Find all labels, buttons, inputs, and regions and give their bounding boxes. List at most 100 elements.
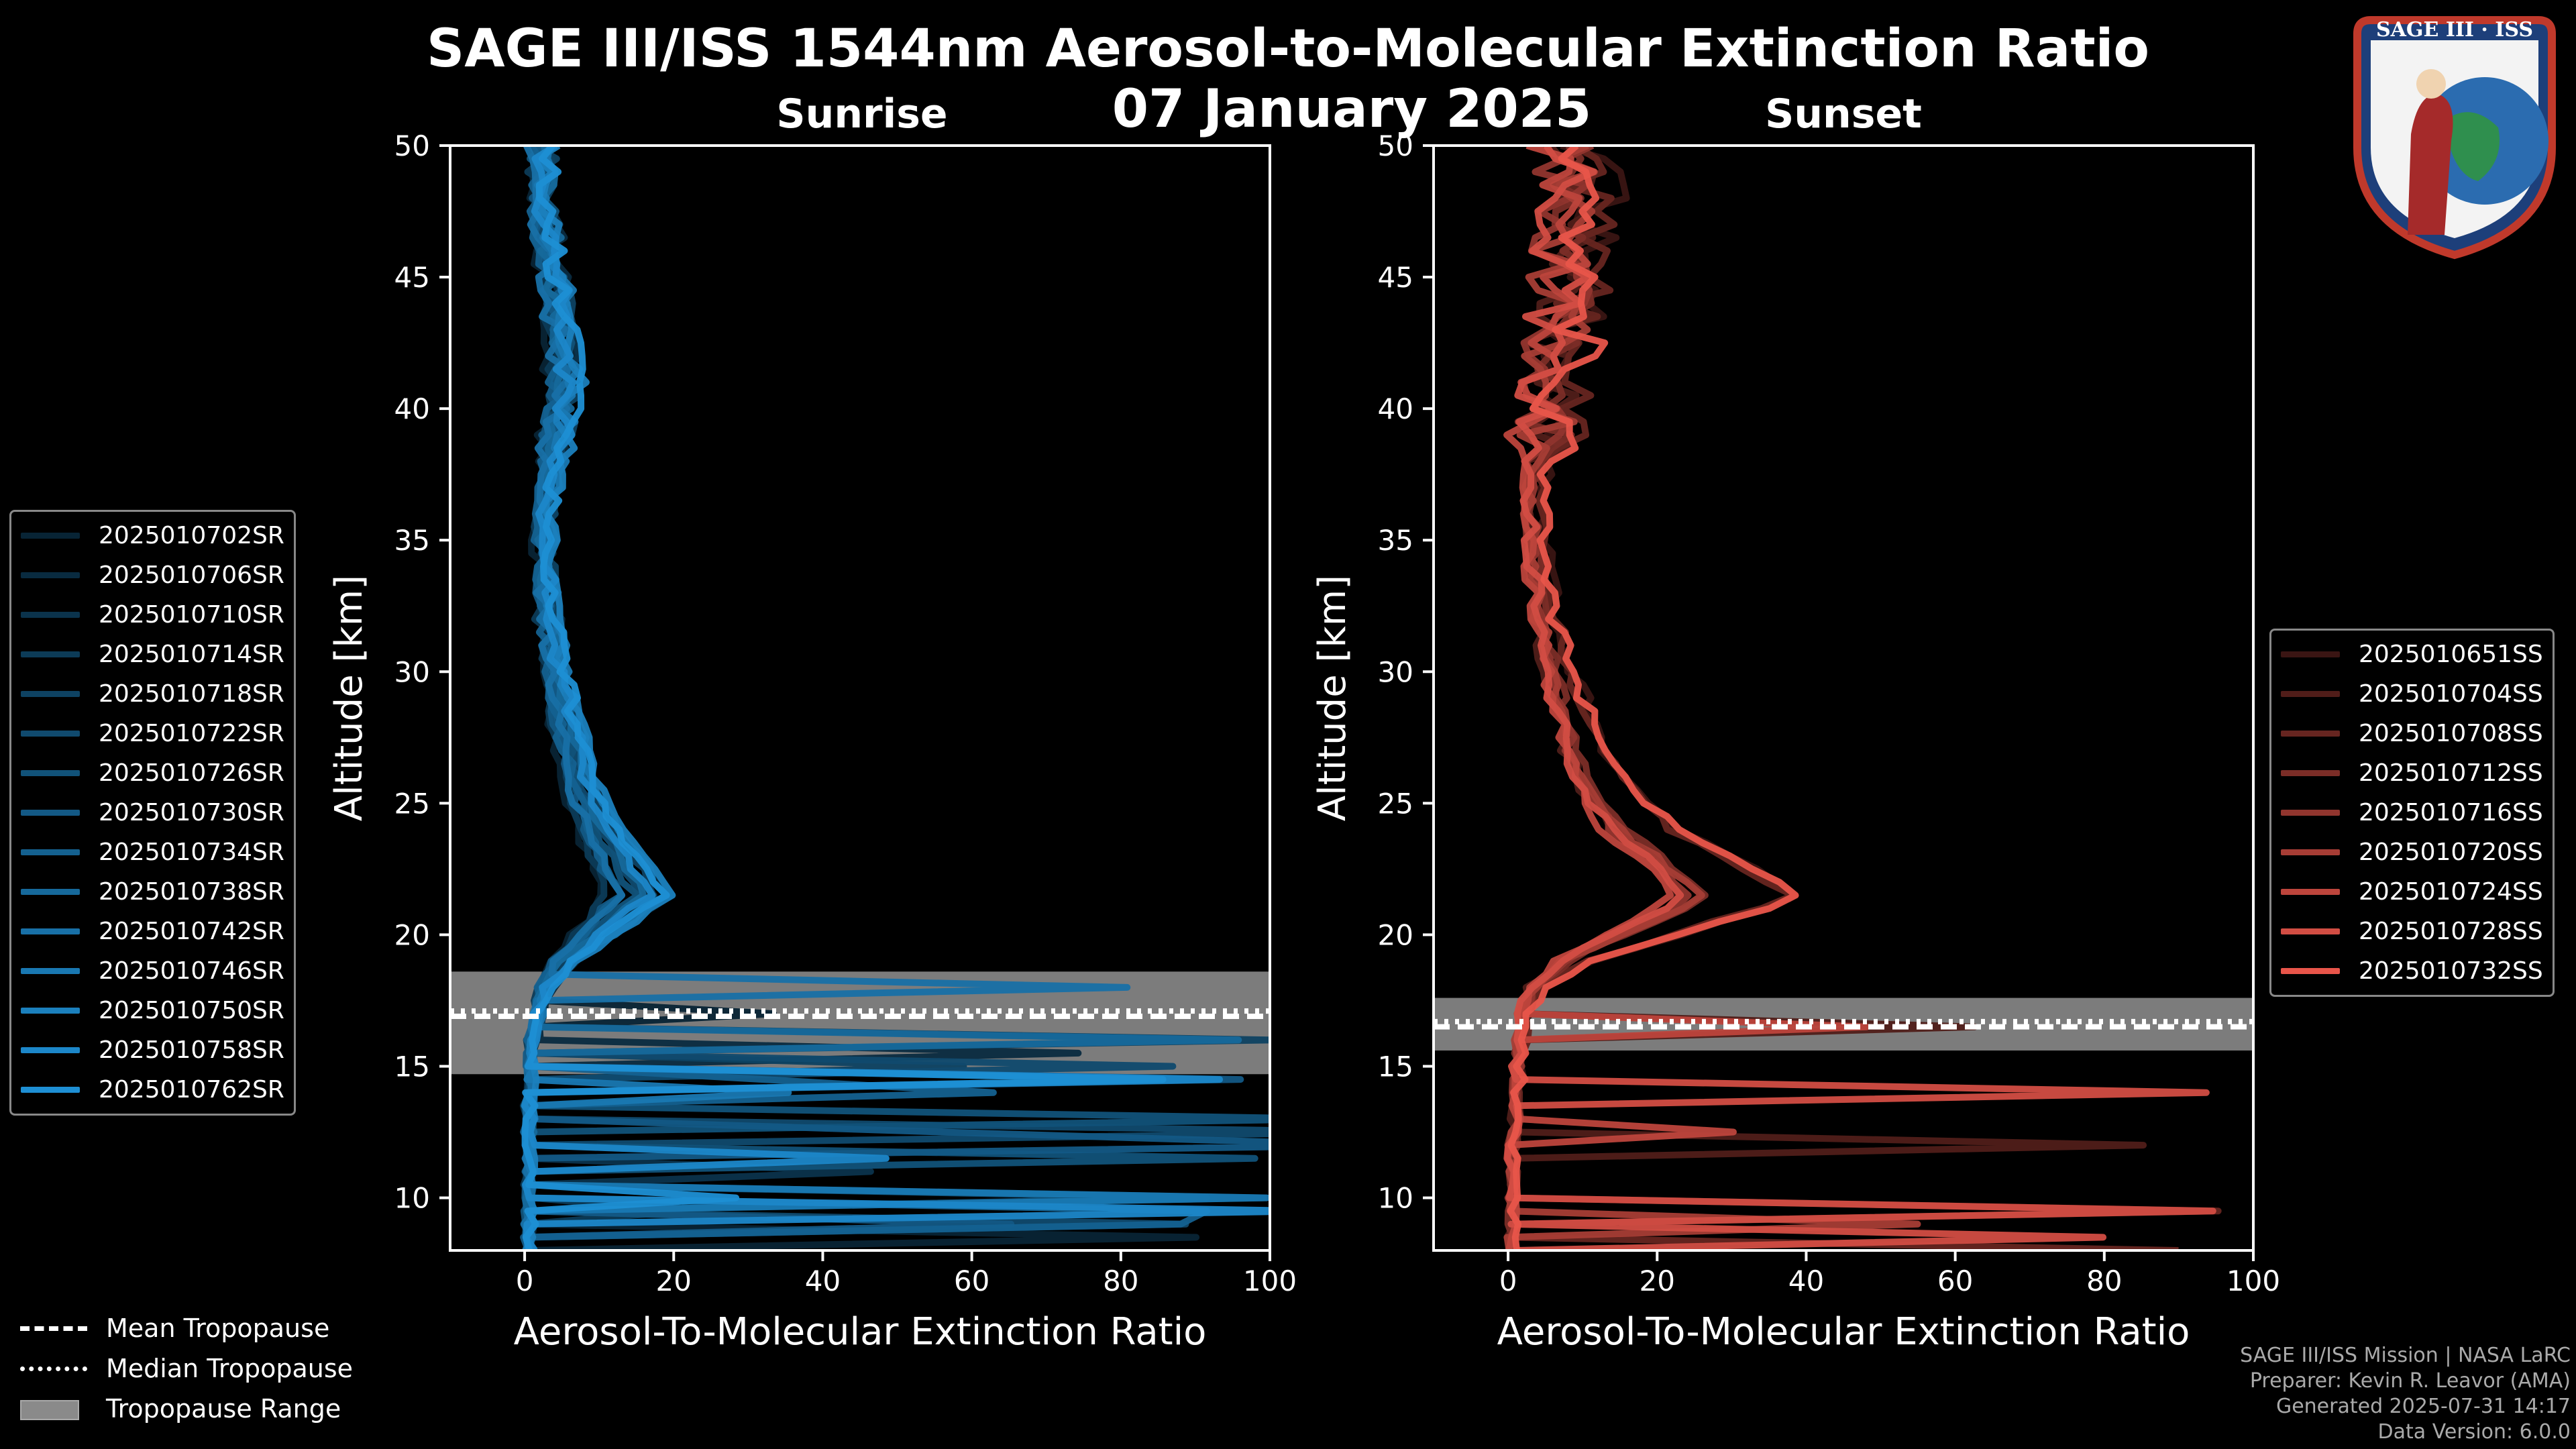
legend-swatch — [2281, 849, 2340, 855]
x-axis-label: Aerosol-To-Molecular Extinction Ratio — [1497, 1310, 2190, 1354]
legend-swatch — [21, 612, 80, 618]
legend-item: 2025010714SR — [21, 635, 284, 674]
sunrise-legend: 2025010702SR 2025010706SR 2025010710SR 2025… — [9, 510, 296, 1116]
legend-label: 2025010720SS — [2359, 839, 2543, 866]
legend-swatch — [2281, 928, 2340, 934]
legend-swatch — [2281, 651, 2340, 657]
chart-date: 07 January 2025 — [1112, 79, 1592, 140]
panel-subtitle: Sunset — [1765, 91, 1922, 138]
legend-tropopause-range-label: Tropopause Range — [106, 1394, 341, 1424]
legend-swatch — [21, 572, 80, 578]
legend-label: 2025010762SR — [99, 1076, 284, 1104]
x-tick-label: 40 — [1788, 1265, 1824, 1297]
legend-label: 2025010750SR — [99, 997, 284, 1024]
legend-label: 2025010716SS — [2359, 799, 2543, 826]
y-tick-label: 15 — [394, 1051, 430, 1083]
x-tick-label: 100 — [2226, 1265, 2280, 1297]
x-tick-label: 80 — [1103, 1265, 1138, 1297]
y-tick-label: 40 — [1378, 392, 1413, 425]
legend-item: 2025010702SR — [21, 516, 284, 555]
legend-swatch — [21, 810, 80, 816]
y-tick-label: 45 — [394, 261, 430, 294]
legend-label: 2025010651SS — [2359, 641, 2543, 668]
sunrise-panel: Sunrise 0 20 40 60 80 100 10 15 20 25 30 35 40 45 50 Aer… — [327, 91, 1297, 1354]
legend-swatch — [21, 731, 80, 737]
legend-item: 2025010716SS — [2281, 793, 2543, 833]
legend-label: 2025010734SR — [99, 839, 284, 866]
legend-swatch — [2281, 731, 2340, 737]
y-tick-label: 10 — [1378, 1182, 1413, 1215]
chart-title: SAGE III/ISS 1544nm Aerosol-to-Molecular… — [427, 19, 2149, 79]
plot-frame — [449, 144, 1271, 1252]
legend-label: 2025010724SS — [2359, 878, 2543, 906]
legend-label: 2025010710SR — [99, 601, 284, 629]
y-tick-label: 30 — [1378, 655, 1413, 688]
legend-item: 2025010704SS — [2281, 674, 2543, 714]
legend-label: 2025010722SR — [99, 720, 284, 747]
legend-item: 2025010720SS — [2281, 833, 2543, 872]
legend-label: 2025010732SS — [2359, 957, 2543, 985]
legend-item: 2025010762SR — [21, 1070, 284, 1110]
legend-item: 2025010712SS — [2281, 753, 2543, 793]
plot-frame — [1432, 144, 2255, 1252]
legend-item: 2025010728SS — [2281, 912, 2543, 951]
legend-label: 2025010714SR — [99, 641, 284, 668]
legend-swatch — [21, 849, 80, 855]
y-axis-label: Altitude [km] — [327, 575, 371, 821]
x-tick-label: 20 — [656, 1265, 692, 1297]
legend-item: 2025010758SR — [21, 1030, 284, 1070]
y-axis-label: Altitude [km] — [1311, 575, 1354, 821]
legend-swatch — [21, 1047, 80, 1053]
legend-swatch — [2281, 968, 2340, 974]
profile-line — [1504, 146, 2216, 1250]
legend-item: 2025010730SR — [21, 793, 284, 833]
sunset-legend: 2025010651SS 2025010704SS 2025010708SS 2025… — [2269, 629, 2555, 997]
profile-line — [521, 146, 1167, 1250]
legend-item: 2025010742SR — [21, 912, 284, 951]
plot-area — [1434, 146, 2253, 1250]
y-tick-label: 50 — [1378, 129, 1413, 162]
y-tick-label: 20 — [394, 918, 430, 951]
legend-mean-tropopause: Mean Tropopause — [20, 1308, 353, 1348]
footer-credits: SAGE III/ISS Mission | NASA LaRC Prepare… — [2240, 1343, 2571, 1445]
legend-label: 2025010718SR — [99, 680, 284, 708]
legend-swatch — [21, 691, 80, 697]
y-tick-label: 10 — [394, 1182, 430, 1215]
x-tick-label: 60 — [1937, 1265, 1973, 1297]
plot-area — [450, 146, 1270, 1250]
footer-generated: Generated 2025-07-31 14:17 — [2275, 1395, 2571, 1418]
legend-label: 2025010742SR — [99, 918, 284, 945]
legend-item: 2025010708SS — [2281, 714, 2543, 753]
legend-item: 2025010724SS — [2281, 872, 2543, 912]
sage-iss-logo: SAGE III · ISS — [2353, 16, 2556, 260]
profile-line — [1507, 146, 1799, 1250]
legend-item: 2025010706SR — [21, 555, 284, 595]
legend-swatch — [2281, 889, 2340, 895]
y-tick-label: 20 — [1378, 918, 1413, 951]
y-tick-label: 30 — [394, 655, 430, 688]
legend-item: 2025010750SR — [21, 991, 284, 1030]
legend-swatch — [21, 1087, 80, 1093]
x-tick-label: 0 — [516, 1265, 534, 1297]
logo-text: SAGE III · ISS — [2376, 18, 2533, 42]
legend-label: 2025010706SR — [99, 561, 284, 589]
legend-label: 2025010712SS — [2359, 759, 2543, 787]
legend-item: 2025010710SR — [21, 595, 284, 635]
legend-swatch — [2281, 770, 2340, 776]
legend-label: 2025010730SR — [99, 799, 284, 826]
legend-swatch — [21, 770, 80, 776]
x-tick-label: 20 — [1640, 1265, 1675, 1297]
footer-mission: SAGE III/ISS Mission | NASA LaRC — [2240, 1344, 2571, 1367]
sunset-panel: Sunset 0 20 40 60 80 100 10 15 20 25 30 35 40 45 50 Aero… — [1311, 91, 2280, 1354]
legend-item: 2025010722SR — [21, 714, 284, 753]
legend-swatch — [21, 1008, 80, 1014]
legend-swatch — [21, 928, 80, 934]
legend-median-tropopause: Median Tropopause — [20, 1348, 353, 1389]
legend-swatch — [2281, 691, 2340, 697]
legend-label: 2025010728SS — [2359, 918, 2543, 945]
y-tick-label: 40 — [394, 392, 430, 425]
y-tick-label: 35 — [1378, 524, 1413, 557]
legend-mean-tropopause-label: Mean Tropopause — [106, 1313, 330, 1343]
legend-label: 2025010726SR — [99, 759, 284, 787]
legend-label: 2025010746SR — [99, 957, 284, 985]
